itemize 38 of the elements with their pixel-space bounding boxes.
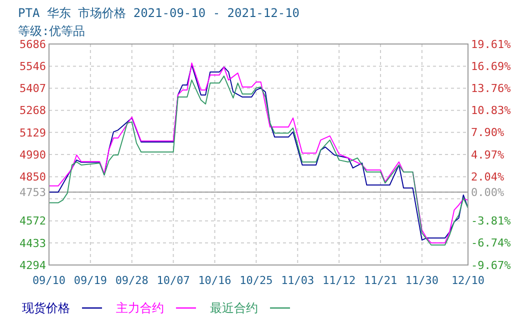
x-tick-label: 09/28 bbox=[115, 274, 148, 287]
y2-tick-label: 0.00% bbox=[471, 186, 504, 199]
y2-tick-label: -6.74% bbox=[471, 236, 512, 250]
chart-subtitle: 等级:优等品 bbox=[18, 24, 86, 38]
y2-tick-label: -3.81% bbox=[471, 214, 512, 228]
x-tick-label: 11/03 bbox=[281, 274, 314, 287]
y2-tick-label: 10.83% bbox=[471, 104, 512, 118]
y-tick-label: 4294 bbox=[20, 258, 46, 272]
y-tick-label: 4572 bbox=[20, 214, 46, 228]
y-tick-label: 4990 bbox=[20, 148, 46, 162]
x-tick-label: 10/25 bbox=[240, 274, 273, 287]
x-tick-label: 09/10 bbox=[32, 274, 66, 287]
x-tick-label: 09/19 bbox=[74, 274, 107, 287]
y-tick-label: 5407 bbox=[20, 82, 46, 96]
legend-label: 最近合约 bbox=[210, 301, 258, 316]
y2-tick-label: 16.69% bbox=[471, 60, 512, 73]
y-tick-label: 5546 bbox=[20, 60, 46, 74]
y2-tick-label: 2.04% bbox=[471, 170, 504, 184]
y-tick-label: 4753 bbox=[20, 186, 46, 199]
y-tick-label: 5268 bbox=[20, 104, 46, 118]
y-tick-label: 4850 bbox=[20, 170, 46, 184]
x-tick-label: 10/07 bbox=[156, 274, 190, 287]
y2-tick-label: 4.97% bbox=[471, 148, 504, 162]
y-tick-label: 5686 bbox=[20, 38, 46, 51]
y2-tick-label: -9.67% bbox=[471, 258, 512, 272]
x-tick-label: 11/30 bbox=[405, 274, 439, 287]
x-tick-label: 12/10 bbox=[451, 274, 485, 287]
x-tick-label: 11/21 bbox=[364, 274, 398, 287]
y-tick-label: 4433 bbox=[20, 236, 46, 250]
y2-tick-label: 13.76% bbox=[471, 82, 512, 96]
y-tick-label: 5129 bbox=[20, 126, 46, 140]
y2-tick-label: 7.90% bbox=[471, 126, 504, 140]
x-tick-label: 11/12 bbox=[322, 274, 356, 287]
y2-tick-label: 19.61% bbox=[471, 38, 512, 51]
chart-title: PTA 华东 市场价格 2021-09-10 - 2021-12-10 bbox=[18, 6, 300, 20]
x-tick-label: 10/16 bbox=[198, 274, 232, 287]
legend-label: 现货价格 bbox=[22, 301, 70, 316]
legend-label: 主力合约 bbox=[116, 301, 164, 316]
